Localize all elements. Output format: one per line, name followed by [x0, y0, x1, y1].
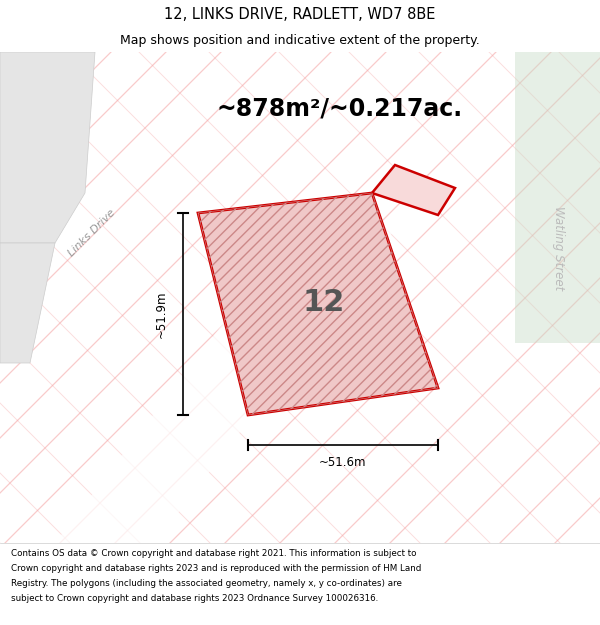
Polygon shape	[515, 52, 600, 343]
Text: Contains OS data © Crown copyright and database right 2021. This information is : Contains OS data © Crown copyright and d…	[11, 549, 416, 558]
Polygon shape	[0, 52, 95, 243]
Text: ~51.6m: ~51.6m	[319, 456, 367, 469]
Text: Watling Street: Watling Street	[551, 206, 565, 290]
Polygon shape	[372, 165, 455, 215]
Text: ~51.9m: ~51.9m	[155, 290, 167, 338]
Polygon shape	[55, 223, 400, 543]
Text: 12: 12	[303, 288, 345, 317]
Text: subject to Crown copyright and database rights 2023 Ordnance Survey 100026316.: subject to Crown copyright and database …	[11, 594, 378, 603]
Text: Map shows position and indicative extent of the property.: Map shows position and indicative extent…	[120, 34, 480, 47]
Polygon shape	[0, 243, 55, 363]
Text: Links Drive: Links Drive	[67, 208, 118, 259]
Text: 12, LINKS DRIVE, RADLETT, WD7 8BE: 12, LINKS DRIVE, RADLETT, WD7 8BE	[164, 7, 436, 22]
Text: ~878m²/~0.217ac.: ~878m²/~0.217ac.	[217, 96, 463, 120]
Text: Crown copyright and database rights 2023 and is reproduced with the permission o: Crown copyright and database rights 2023…	[11, 564, 421, 573]
Text: Registry. The polygons (including the associated geometry, namely x, y co-ordina: Registry. The polygons (including the as…	[11, 579, 401, 588]
Polygon shape	[198, 193, 438, 415]
